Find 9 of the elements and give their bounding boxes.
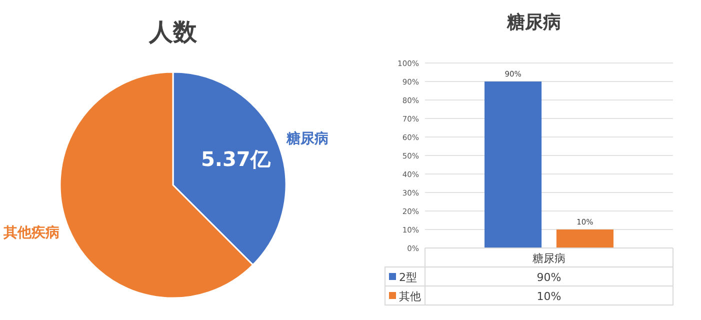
slice-label: 糖尿病 xyxy=(286,130,329,147)
slice-label: 其他疾病 xyxy=(2,224,60,242)
legend-label: 2型 xyxy=(399,271,417,284)
text: 90% xyxy=(536,271,562,284)
legend-label: 其他 xyxy=(399,290,421,303)
text: 10% xyxy=(536,290,562,303)
text: 糖尿病 xyxy=(532,252,566,265)
data-label: 5.37亿 xyxy=(200,147,272,172)
chart-title: 人数 xyxy=(148,18,198,46)
